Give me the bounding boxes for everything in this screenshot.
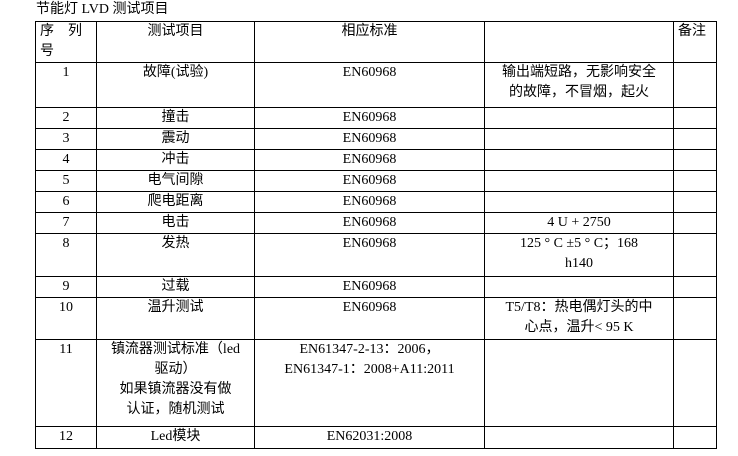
cell-seq: 3 bbox=[35, 128, 97, 150]
cell-standard: EN62031:2008 bbox=[254, 426, 485, 449]
cell-requirement bbox=[484, 276, 674, 298]
cell-standard: EN61347-2-13：2006， EN61347-1：2008+A11:20… bbox=[254, 339, 485, 427]
cell-standard: EN60968 bbox=[254, 128, 485, 150]
test-items-table: 序 列 号 测试项目 相应标准 备注 1 故障(试验) EN60968 输出端短路，无… bbox=[35, 21, 717, 449]
cell-item: 发热 bbox=[96, 233, 255, 277]
table-row: 9 过载 EN60968 bbox=[35, 276, 717, 298]
cell-remark bbox=[673, 149, 717, 171]
cell-standard: EN60968 bbox=[254, 191, 485, 213]
cell-item: 过载 bbox=[96, 276, 255, 298]
cell-seq: 10 bbox=[35, 297, 97, 340]
table-row: 1 故障(试验) EN60968 输出端短路，无影响安全 的故障，不冒烟，起火 bbox=[35, 62, 717, 108]
cell-remark bbox=[673, 191, 717, 213]
cell-seq: 2 bbox=[35, 107, 97, 129]
cell-remark bbox=[673, 62, 717, 108]
cell-item: 电击 bbox=[96, 212, 255, 234]
table-row: 2 撞击 EN60968 bbox=[35, 107, 717, 129]
cell-remark bbox=[673, 297, 717, 340]
header-row: 序 列 号 测试项目 相应标准 备注 bbox=[35, 21, 717, 63]
cell-standard: EN60968 bbox=[254, 107, 485, 129]
cell-requirement bbox=[484, 426, 674, 449]
cell-seq: 1 bbox=[35, 62, 97, 108]
cell-standard: EN60968 bbox=[254, 212, 485, 234]
cell-requirement bbox=[484, 191, 674, 213]
cell-seq: 4 bbox=[35, 149, 97, 171]
table-row: 7 电击 EN60968 4 U + 2750 bbox=[35, 212, 717, 234]
cell-item: 冲击 bbox=[96, 149, 255, 171]
header-requirement bbox=[484, 21, 674, 63]
cell-seq: 5 bbox=[35, 170, 97, 192]
cell-item: 电气间隙 bbox=[96, 170, 255, 192]
cell-standard: EN60968 bbox=[254, 276, 485, 298]
table-row: 11 镇流器测试标准（led 驱动） 如果镇流器没有做 认证，随机测试 EN6134… bbox=[35, 339, 717, 427]
cell-remark bbox=[673, 339, 717, 427]
header-standard: 相应标准 bbox=[254, 21, 485, 63]
cell-remark bbox=[673, 233, 717, 277]
cell-standard: EN60968 bbox=[254, 170, 485, 192]
table-row: 5 电气间隙 EN60968 bbox=[35, 170, 717, 192]
cell-seq: 9 bbox=[35, 276, 97, 298]
table-row: 12 Led模块 EN62031:2008 bbox=[35, 426, 717, 449]
cell-item: 爬电距离 bbox=[96, 191, 255, 213]
cell-item: Led模块 bbox=[96, 426, 255, 449]
header-remark: 备注 bbox=[673, 21, 717, 63]
cell-remark bbox=[673, 212, 717, 234]
cell-standard: EN60968 bbox=[254, 233, 485, 277]
cell-remark bbox=[673, 107, 717, 129]
table-row: 3 震动 EN60968 bbox=[35, 128, 717, 150]
cell-standard: EN60968 bbox=[254, 62, 485, 108]
cell-requirement bbox=[484, 339, 674, 427]
cell-item: 镇流器测试标准（led 驱动） 如果镇流器没有做 认证，随机测试 bbox=[96, 339, 255, 427]
cell-requirement: T5/T8：热电偶灯头的中 心点，温升< 95 K bbox=[484, 297, 674, 340]
table-row: 6 爬电距离 EN60968 bbox=[35, 191, 717, 213]
table-row: 4 冲击 EN60968 bbox=[35, 149, 717, 171]
cell-item: 温升测试 bbox=[96, 297, 255, 340]
document-title: 节能灯 LVD 测试项目 bbox=[36, 2, 169, 17]
cell-requirement: 输出端短路，无影响安全 的故障，不冒烟，起火 bbox=[484, 62, 674, 108]
cell-item: 震动 bbox=[96, 128, 255, 150]
cell-seq: 8 bbox=[35, 233, 97, 277]
cell-seq: 12 bbox=[35, 426, 97, 449]
cell-requirement: 4 U + 2750 bbox=[484, 212, 674, 234]
cell-standard: EN60968 bbox=[254, 149, 485, 171]
cell-requirement bbox=[484, 128, 674, 150]
cell-seq: 11 bbox=[35, 339, 97, 427]
cell-remark bbox=[673, 426, 717, 449]
cell-seq: 6 bbox=[35, 191, 97, 213]
cell-remark bbox=[673, 276, 717, 298]
table-row: 8 发热 EN60968 125 ° C ±5 ° C；168 h140 bbox=[35, 233, 717, 277]
cell-seq: 7 bbox=[35, 212, 97, 234]
cell-remark bbox=[673, 128, 717, 150]
cell-requirement bbox=[484, 170, 674, 192]
header-seq: 序 列 号 bbox=[35, 21, 97, 63]
cell-requirement: 125 ° C ±5 ° C；168 h140 bbox=[484, 233, 674, 277]
header-item: 测试项目 bbox=[96, 21, 255, 63]
cell-requirement bbox=[484, 149, 674, 171]
cell-item: 故障(试验) bbox=[96, 62, 255, 108]
cell-remark bbox=[673, 170, 717, 192]
cell-standard: EN60968 bbox=[254, 297, 485, 340]
cell-requirement bbox=[484, 107, 674, 129]
table-row: 10 温升测试 EN60968 T5/T8：热电偶灯头的中 心点，温升< 95 K bbox=[35, 297, 717, 340]
cell-item: 撞击 bbox=[96, 107, 255, 129]
